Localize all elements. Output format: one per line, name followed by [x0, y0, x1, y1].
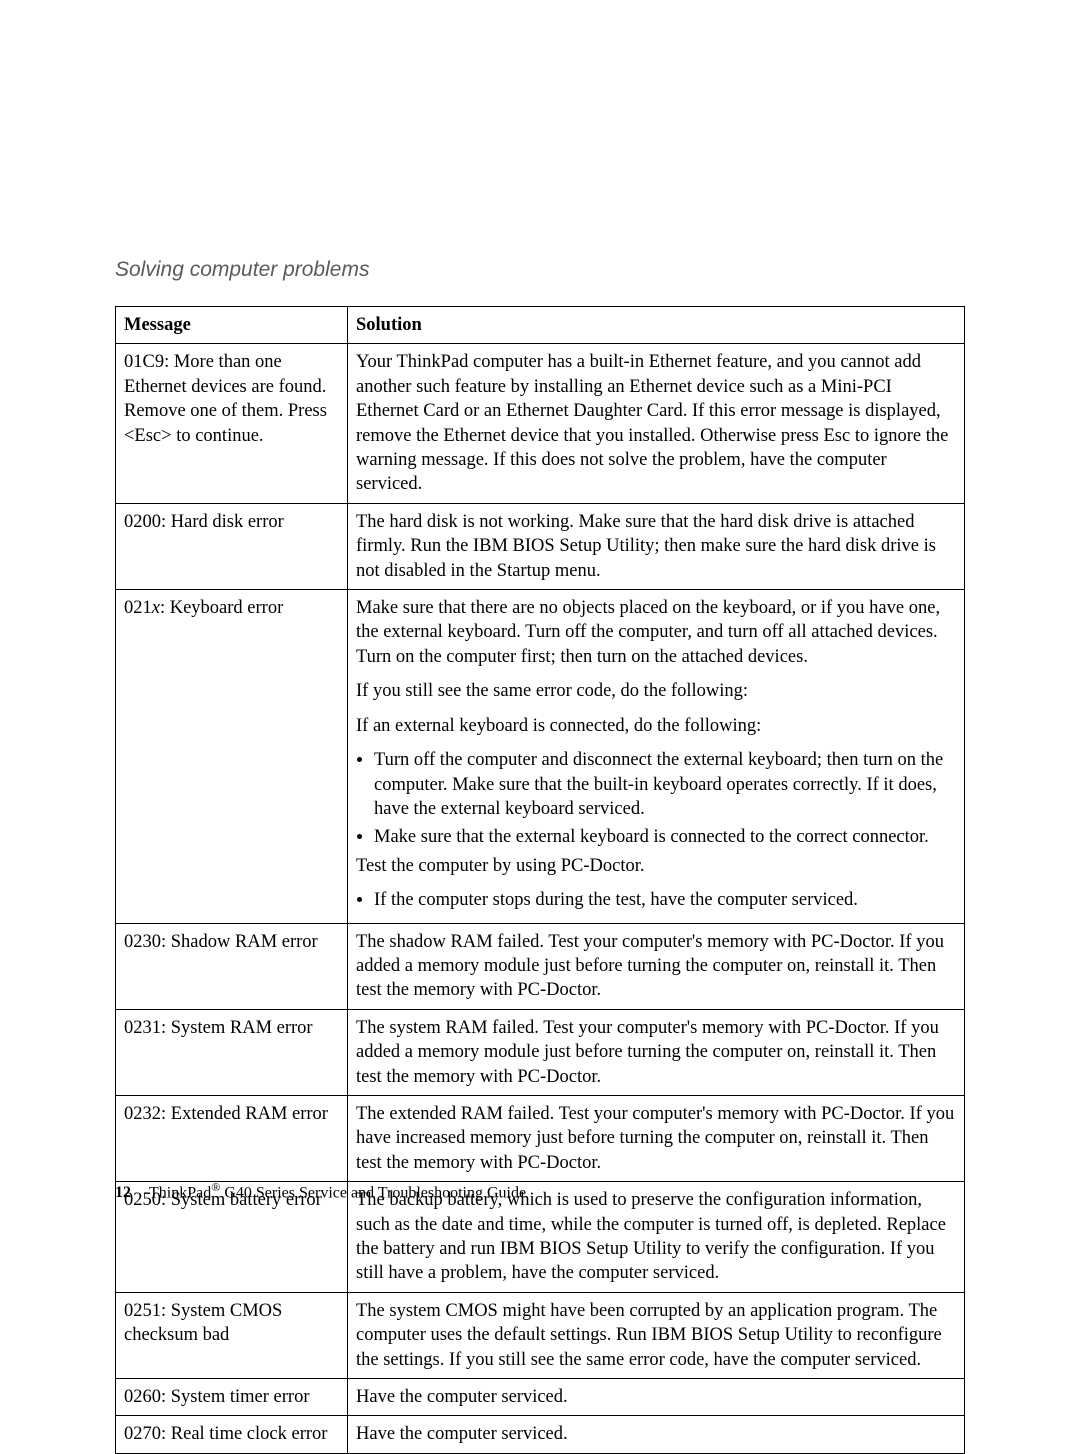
table-row: 0200: Hard disk errorThe hard disk is no…	[116, 503, 965, 589]
table-row: 0231: System RAM errorThe system RAM fai…	[116, 1009, 965, 1095]
table-row: 0260: System timer errorHave the compute…	[116, 1379, 965, 1416]
table-row: 0270: Real time clock errorHave the comp…	[116, 1416, 965, 1453]
error-table: Message Solution 01C9: More than one Eth…	[115, 306, 965, 1454]
table-row: 01C9: More than one Ethernet devices are…	[116, 344, 965, 503]
message-cell: 0270: Real time clock error	[116, 1416, 348, 1453]
message-cell: 0260: System timer error	[116, 1379, 348, 1416]
solution-cell: The system CMOS might have been corrupte…	[348, 1292, 965, 1378]
table-row: 021x: Keyboard errorMake sure that there…	[116, 590, 965, 923]
page-footer: 12 ThinkPad® G40 Series Service and Troub…	[115, 1180, 526, 1202]
table-row: 0232: Extended RAM errorThe extended RAM…	[116, 1095, 965, 1181]
solution-cell: The extended RAM failed. Test your compu…	[348, 1095, 965, 1181]
solution-cell: The shadow RAM failed. Test your compute…	[348, 923, 965, 1009]
solution-cell: The hard disk is not working. Make sure …	[348, 503, 965, 589]
message-cell: 021x: Keyboard error	[116, 590, 348, 923]
solution-cell: The system RAM failed. Test your compute…	[348, 1009, 965, 1095]
page-number: 12	[115, 1184, 131, 1201]
section-title: Solving computer problems	[115, 258, 965, 282]
header-solution: Solution	[348, 307, 965, 344]
message-cell: 01C9: More than one Ethernet devices are…	[116, 344, 348, 503]
message-cell: 0230: Shadow RAM error	[116, 923, 348, 1009]
message-cell: 0232: Extended RAM error	[116, 1095, 348, 1181]
solution-cell: Have the computer serviced.	[348, 1416, 965, 1453]
footer-product: ThinkPad	[149, 1184, 211, 1201]
header-message: Message	[116, 307, 348, 344]
solution-cell: Have the computer serviced.	[348, 1379, 965, 1416]
registered-mark: ®	[211, 1180, 220, 1194]
message-cell: 0200: Hard disk error	[116, 503, 348, 589]
table-header-row: Message Solution	[116, 307, 965, 344]
solution-cell: Make sure that there are no objects plac…	[348, 590, 965, 923]
table-row: 0230: Shadow RAM errorThe shadow RAM fai…	[116, 923, 965, 1009]
solution-cell: Your ThinkPad computer has a built-in Et…	[348, 344, 965, 503]
table-row: 0251: System CMOS checksum badThe system…	[116, 1292, 965, 1378]
message-cell: 0231: System RAM error	[116, 1009, 348, 1095]
footer-suffix: G40 Series Service and Troubleshooting G…	[220, 1184, 526, 1201]
message-cell: 0251: System CMOS checksum bad	[116, 1292, 348, 1378]
